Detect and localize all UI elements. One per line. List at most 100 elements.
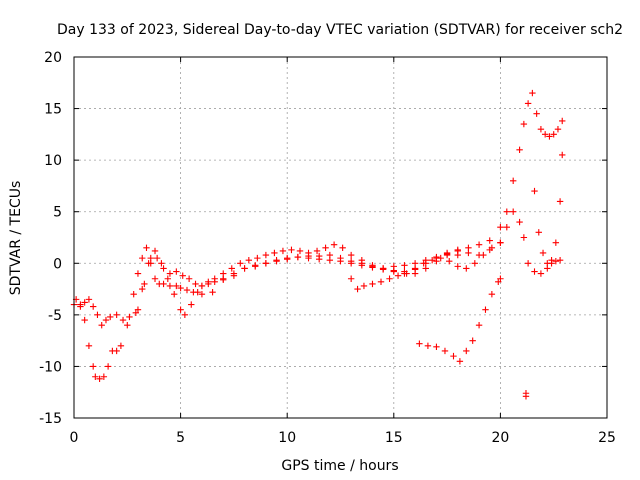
- data-point: [262, 260, 270, 267]
- data-point: [503, 223, 510, 231]
- data-point: [252, 262, 259, 269]
- x-tick-label: 25: [598, 430, 616, 446]
- data-point: [164, 275, 172, 282]
- data-point: [537, 270, 545, 277]
- y-tick-label: -5: [48, 308, 62, 324]
- data-point: [330, 241, 338, 248]
- data-point: [81, 299, 88, 306]
- data-point: [173, 268, 180, 275]
- data-point: [416, 340, 423, 347]
- data-point: [443, 250, 451, 258]
- data-point: [520, 120, 528, 128]
- data-point: [315, 255, 323, 263]
- data-point: [401, 262, 408, 269]
- data-point: [522, 393, 530, 400]
- data-point: [337, 258, 344, 265]
- data-point: [379, 265, 387, 272]
- data-point: [158, 260, 165, 267]
- data-point: [497, 223, 504, 231]
- data-point: [486, 237, 493, 244]
- data-point: [424, 342, 432, 349]
- data-point: [322, 244, 329, 252]
- y-tick-label: -15: [39, 411, 62, 427]
- data-point: [428, 256, 436, 264]
- data-point: [347, 260, 355, 267]
- data-point: [509, 208, 517, 215]
- data-point: [441, 347, 449, 355]
- data-point: [354, 285, 361, 293]
- data-point: [488, 291, 496, 298]
- data-point: [241, 265, 248, 272]
- data-point: [209, 288, 216, 296]
- data-point: [463, 265, 470, 272]
- data-point: [411, 265, 419, 272]
- y-tick-label: 20: [44, 50, 62, 66]
- data-point: [284, 255, 291, 263]
- series-track-c: [134, 241, 461, 313]
- data-point: [185, 275, 193, 282]
- data-point: [237, 260, 244, 267]
- data-point: [347, 275, 355, 282]
- data-point: [81, 316, 88, 324]
- data-point: [420, 260, 427, 267]
- x-axis-label: GPS time / hours: [281, 458, 398, 474]
- x-tick-label: 0: [70, 430, 79, 446]
- data-point: [520, 234, 528, 241]
- data-point: [143, 244, 150, 252]
- data-point: [503, 208, 510, 215]
- data-point: [171, 291, 178, 298]
- data-point: [177, 284, 184, 292]
- data-point: [544, 260, 551, 267]
- data-point: [394, 272, 402, 279]
- axis-ticks: 0 5 10 15 20 25 -15 -10 -5 0 5 10 15 20: [39, 50, 616, 446]
- data-point: [130, 291, 137, 298]
- data-point: [537, 126, 545, 133]
- data-point: [531, 268, 538, 275]
- plot-frame: [73, 56, 608, 419]
- y-tick-label: 0: [53, 256, 62, 272]
- data-point: [141, 280, 148, 288]
- data-point: [126, 313, 133, 321]
- data-point: [377, 278, 385, 286]
- y-tick-label: 5: [53, 205, 62, 221]
- data-point: [482, 306, 489, 313]
- data-point: [134, 270, 142, 277]
- data-point: [465, 249, 472, 257]
- data-point: [211, 275, 218, 282]
- data-point: [179, 272, 186, 279]
- x-tick-label: 10: [278, 430, 296, 446]
- data-point: [160, 280, 167, 288]
- series-track-d: [347, 239, 504, 293]
- data-point: [173, 282, 180, 290]
- data-point: [92, 373, 99, 380]
- data-point: [100, 373, 108, 380]
- data-point: [151, 275, 159, 282]
- data-point: [77, 301, 84, 308]
- data-point: [437, 254, 444, 262]
- data-point: [497, 275, 504, 282]
- data-point: [245, 256, 253, 264]
- data-point: [194, 288, 201, 296]
- data-point: [552, 258, 560, 265]
- data-point: [254, 254, 261, 262]
- data-point: [529, 89, 536, 97]
- data-point: [160, 265, 167, 272]
- data-point: [516, 146, 523, 154]
- data-point: [552, 239, 560, 246]
- data-point: [166, 270, 174, 277]
- data-point: [433, 253, 440, 261]
- data-point: [559, 151, 566, 159]
- data-point: [273, 256, 280, 264]
- x-tick-label: 15: [385, 430, 403, 446]
- data-point: [326, 256, 334, 264]
- series-track-e: [416, 275, 504, 365]
- data-point: [192, 280, 199, 288]
- data-point: [85, 296, 93, 303]
- data-point: [475, 241, 483, 248]
- data-point: [94, 311, 101, 319]
- x-tick-label: 20: [491, 430, 509, 446]
- data-point: [166, 282, 174, 290]
- data-point: [230, 272, 238, 279]
- data-point: [422, 265, 429, 272]
- data-point: [454, 263, 461, 270]
